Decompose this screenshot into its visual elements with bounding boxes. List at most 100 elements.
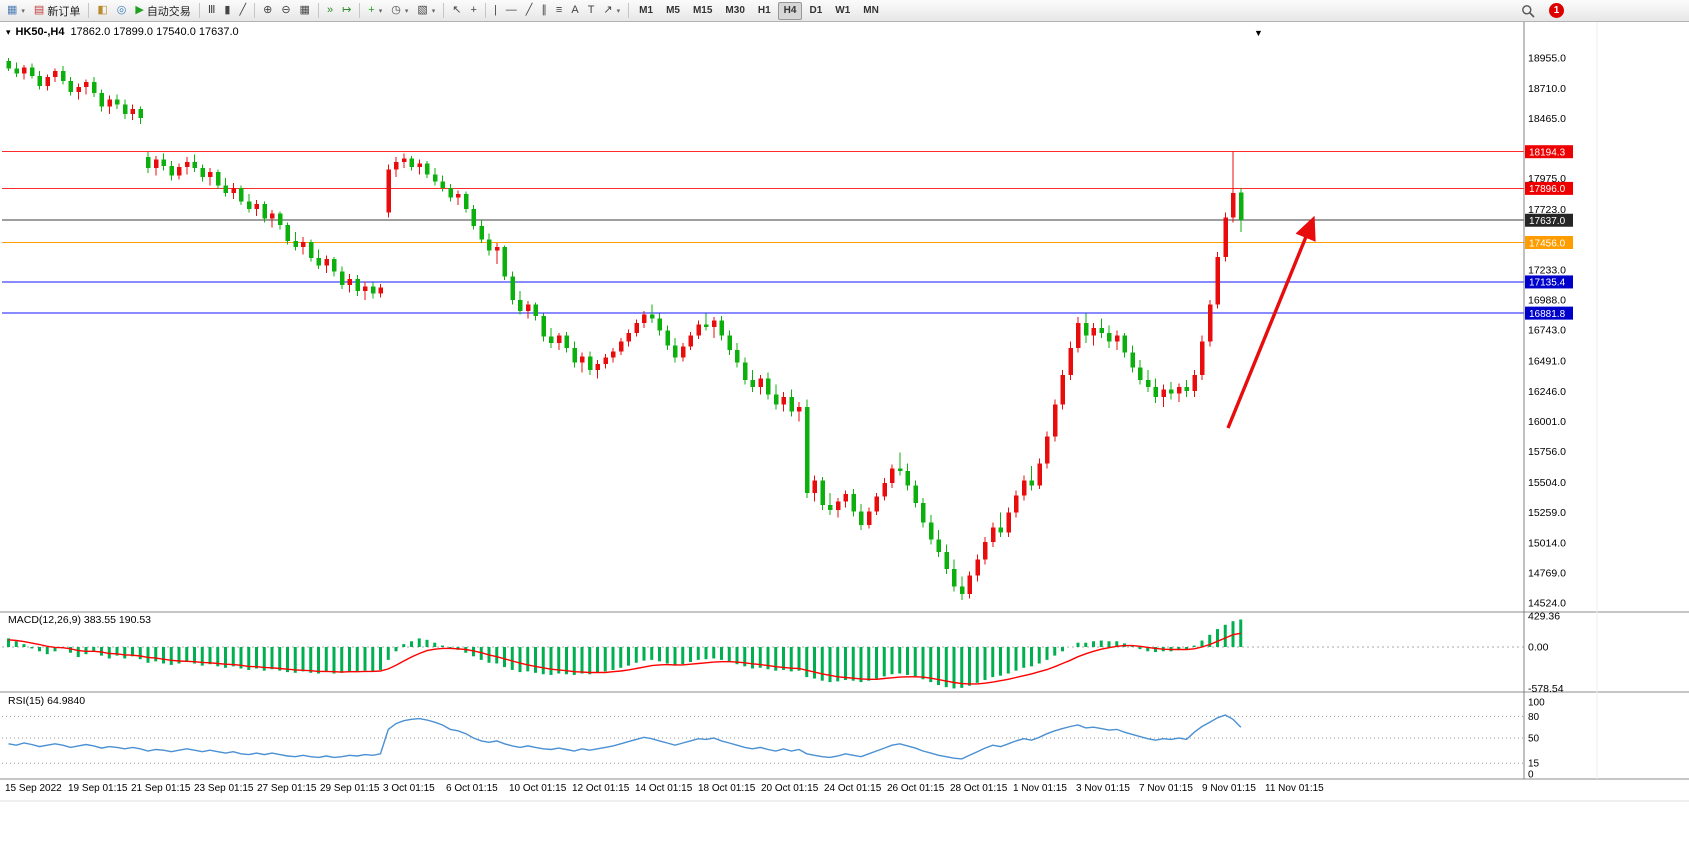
equidistant-channel-icon: ∥ (541, 4, 547, 16)
text-button[interactable]: A (567, 2, 582, 20)
text-label-button[interactable]: T (584, 2, 599, 20)
macd-axis-label: -578.54 (1528, 683, 1564, 695)
equidistant-channel-button[interactable]: ∥ (537, 2, 551, 20)
timeframe-m1-button[interactable]: M1 (639, 5, 654, 16)
timeframe-m15-button[interactable]: M15 (692, 5, 713, 16)
candle-body (959, 586, 965, 594)
timeframe-h1-button[interactable]: H1 (757, 5, 771, 16)
arrows-button[interactable]: ↗ ▾ (599, 2, 624, 20)
candle-body (742, 362, 748, 380)
candle-body (680, 346, 686, 358)
candle-body (673, 345, 678, 358)
candle-body (347, 278, 352, 286)
timeframe-m5-button[interactable]: M5 (666, 5, 680, 16)
crosshair-button[interactable]: + (467, 2, 481, 20)
candlestick-chart-button[interactable]: ▮ (220, 2, 234, 20)
candle-body (642, 314, 647, 324)
time-axis-label: 15 Sep 2022 (5, 783, 62, 794)
templates-button[interactable]: ▧ ▾ (413, 2, 439, 20)
chart-ohlc-values: 17862.0 17899.0 17540.0 17637.0 (70, 26, 239, 38)
candle-body (766, 378, 771, 395)
candle-body (440, 181, 445, 188)
candle-body (665, 330, 670, 346)
timeframe-mn-button[interactable]: MN (863, 5, 879, 16)
dropdown-caret-icon: ▾ (404, 7, 409, 15)
timeframe-w1-button[interactable]: W1 (835, 5, 851, 16)
notification-badge[interactable]: 1 (1549, 3, 1564, 18)
candle-body (688, 335, 693, 347)
candle-body (223, 185, 228, 193)
search-button[interactable] (1517, 2, 1539, 20)
candle-body (184, 162, 190, 167)
candle-body (928, 522, 934, 540)
trend-arrow-object[interactable] (1226, 215, 1316, 429)
time-axis-label: 10 Oct 01:15 (509, 783, 567, 794)
candle-body (84, 82, 89, 88)
indicators-button[interactable]: + ▾ (364, 2, 386, 20)
candle-body (37, 75, 42, 86)
chart-shift-marker[interactable]: ▼ (1254, 28, 1263, 38)
candle-body (657, 318, 662, 331)
candle-body (487, 239, 492, 251)
trendline-button[interactable]: ╱ (522, 2, 537, 20)
auto-scroll-button[interactable]: » (323, 2, 337, 20)
strategy-tester-icon: ◎ (116, 4, 127, 16)
time-axis-label: 21 Sep 01:15 (131, 783, 191, 794)
candle-body (1169, 389, 1174, 394)
periods-button[interactable]: ◷ ▾ (387, 2, 412, 20)
market-watch-icon: ◧ (97, 4, 108, 16)
candle-body (409, 158, 414, 167)
candle-body (921, 502, 926, 523)
candle-body (146, 157, 151, 169)
arrows-icon: ↗ (603, 4, 613, 16)
candle-body (882, 483, 887, 497)
price-tag (1525, 181, 1573, 195)
timeframe-d1-button[interactable]: D1 (809, 5, 823, 16)
timeframe-h4-button[interactable]: H4 (777, 1, 803, 20)
zoom-out-button[interactable]: ⊖ (277, 2, 294, 20)
periods-icon: ◷ (391, 4, 401, 16)
fibonacci-button[interactable]: ≡ (552, 2, 566, 20)
candle-body (293, 240, 298, 247)
candle-body (541, 315, 546, 337)
chart-canvas[interactable]: ▼18955.018710.018465.017975.017723.01723… (0, 22, 1689, 865)
price-axis-label: 17233.0 (1528, 264, 1566, 276)
strategy-tester-button[interactable]: ◎ (113, 2, 131, 20)
indicators-icon: + (368, 4, 375, 16)
tile-windows-icon: ▦ (299, 4, 310, 16)
candle-body (285, 224, 290, 241)
cursor-button[interactable]: ↖ (448, 2, 465, 20)
candle-body (983, 542, 988, 560)
candle-body (456, 194, 461, 198)
time-axis-label: 7 Nov 01:15 (1139, 783, 1193, 794)
candle-body (138, 109, 143, 118)
auto-scroll-icon: » (326, 4, 334, 16)
tile-windows-button[interactable]: ▦ (296, 2, 314, 20)
chart-shift-button[interactable]: ↦ (338, 2, 355, 20)
candle-body (1145, 379, 1151, 388)
candle-body (1060, 374, 1065, 405)
vertical-line-button[interactable]: | (490, 2, 501, 20)
market-watch-button[interactable]: ◧ (93, 2, 111, 20)
time-axis-label: 19 Sep 01:15 (68, 783, 128, 794)
zoom-in-button[interactable]: ⊕ (259, 2, 276, 20)
new-order-button[interactable]: ▤ 新订单 (30, 2, 84, 20)
candle-body (1192, 374, 1197, 391)
one-click-trading-toggle[interactable]: ▾ (6, 27, 11, 37)
timeframe-m30-button[interactable]: M30 (725, 5, 745, 16)
candle-body (804, 406, 810, 493)
horizontal-line-button[interactable]: — (502, 2, 521, 20)
rsi-indicator-label: RSI(15) 64.9840 (8, 695, 85, 707)
candle-body (316, 258, 321, 266)
line-chart-button[interactable]: ╱ (235, 2, 250, 20)
candle-body (750, 379, 755, 388)
zoom-out-icon: ⊖ (281, 4, 291, 16)
new-chart-button[interactable]: ▦ ▾ (3, 2, 29, 20)
candle-body (1122, 335, 1127, 353)
candle-body (339, 271, 345, 286)
bar-chart-button[interactable]: Ⅲ (204, 2, 220, 20)
candle-body (1130, 352, 1135, 368)
price-tag-label: 17456.0 (1529, 238, 1566, 249)
candle-body (231, 187, 236, 193)
autotrading-button[interactable]: ▶ 自动交易 (131, 2, 194, 20)
